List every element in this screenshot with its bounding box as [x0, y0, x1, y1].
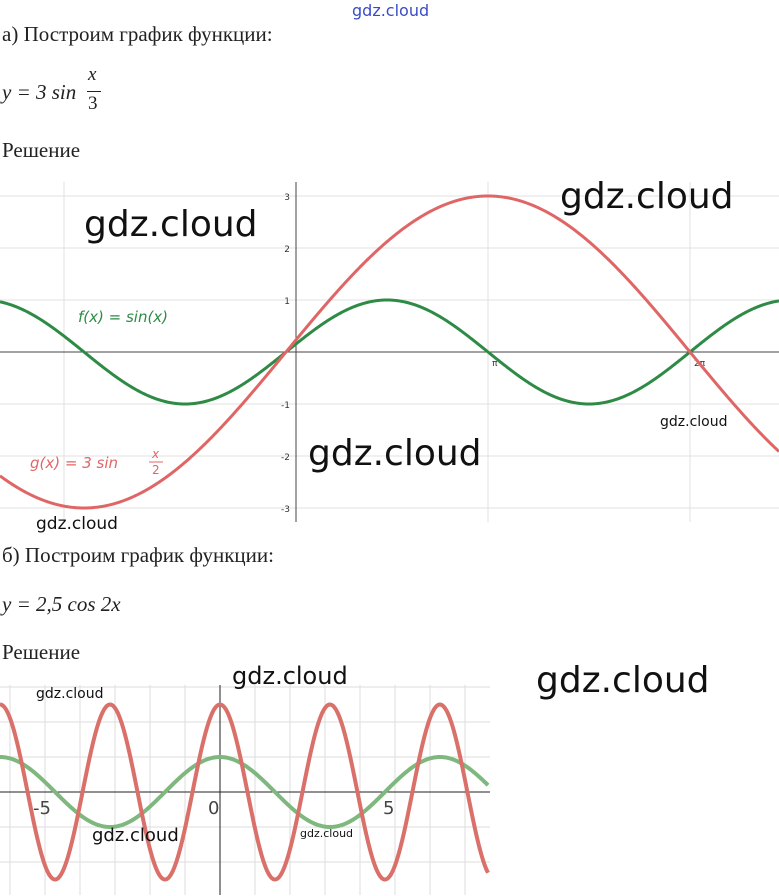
fraction-bar: [87, 91, 101, 92]
solution: Решение: [2, 640, 81, 664]
x-tick-label: 5: [383, 798, 394, 819]
legend-den: 2: [152, 463, 160, 477]
formula: y = 3 sin: [2, 80, 77, 104]
graph-a: 321-1-2-3-ππ2πf(x) = sin(x)g(x) = 3 sinx…: [0, 182, 779, 522]
curve: [0, 194, 779, 510]
formula-num: x: [88, 64, 97, 85]
watermark: gdz.cloud: [36, 686, 104, 702]
y-tick-label: -2: [281, 453, 290, 463]
heading: а) Построим график функции:: [2, 22, 273, 46]
legend: g(x) = 3 sin: [30, 454, 118, 472]
y-tick-label: -3: [281, 505, 290, 515]
solution: Решение: [2, 138, 81, 162]
y-tick-label: 3: [284, 193, 290, 203]
curve: [0, 298, 779, 406]
y-tick-label: -1: [281, 401, 290, 411]
watermark: gdz.cloud: [36, 514, 118, 534]
watermark: gdz.cloud: [660, 414, 728, 430]
x-tick-label: 0: [208, 798, 219, 819]
legend-num: x: [151, 447, 160, 461]
watermark: gdz.cloud: [308, 433, 482, 474]
formula-den: 3: [88, 93, 98, 114]
watermark: gdz.cloud: [232, 662, 348, 690]
watermark: gdz.cloud: [560, 176, 734, 217]
watermark: gdz.cloud: [300, 827, 354, 840]
legend: f(x) = sin(x): [78, 308, 168, 326]
watermark: gdz.cloud: [536, 660, 710, 701]
y-tick-label: 1: [284, 297, 290, 307]
x-tick-label: π: [492, 359, 498, 369]
x-tick-label: -5: [33, 798, 51, 819]
y-tick-label: 2: [284, 245, 290, 255]
watermark: gdz.cloud: [352, 1, 430, 20]
formula: y = 2,5 cos 2x: [2, 592, 121, 616]
watermark: gdz.cloud: [84, 204, 258, 245]
watermark: gdz.cloud: [92, 825, 179, 846]
curve: [0, 702, 490, 882]
graph-b: -5 0 5: [0, 685, 490, 895]
heading: б) Построим график функции:: [2, 543, 274, 567]
